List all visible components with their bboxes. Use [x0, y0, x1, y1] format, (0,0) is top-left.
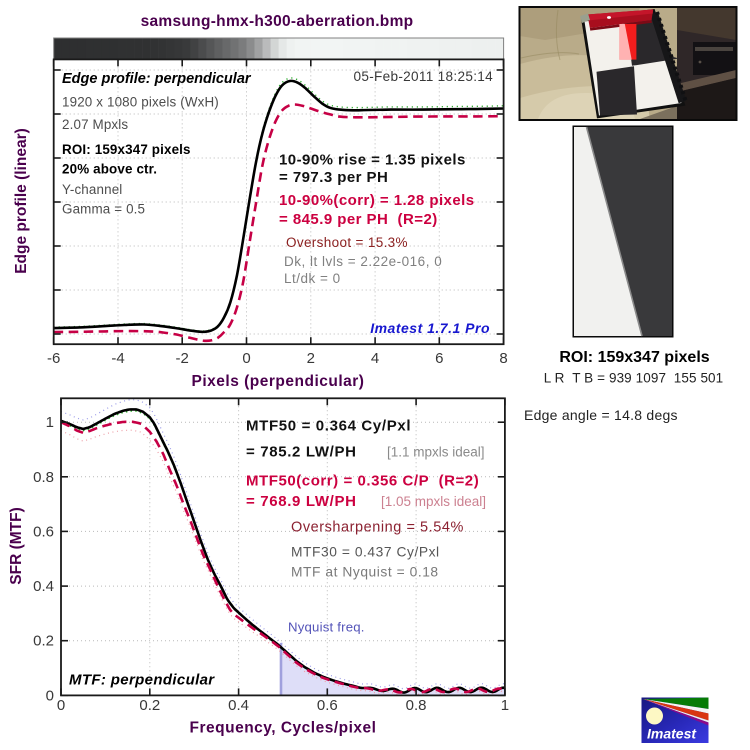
svg-text:Edge profile: perpendicular: Edge profile: perpendicular — [62, 71, 252, 87]
svg-text:0.6: 0.6 — [33, 523, 54, 540]
svg-text:Imatest 1.7.1 Pro: Imatest 1.7.1 Pro — [370, 320, 490, 336]
svg-text:0.6: 0.6 — [317, 697, 338, 714]
svg-text:0.4: 0.4 — [228, 697, 249, 714]
svg-text:Edge profile (linear): Edge profile (linear) — [13, 128, 30, 274]
svg-text:2: 2 — [307, 350, 315, 367]
svg-text:05-Feb-2011 18:25:14: 05-Feb-2011 18:25:14 — [353, 69, 493, 84]
svg-text:0: 0 — [57, 697, 65, 714]
svg-text:MTF50 = 0.364 Cy/Pxl: MTF50 = 0.364 Cy/Pxl — [246, 418, 411, 435]
svg-text:Gamma = 0.5: Gamma = 0.5 — [62, 202, 145, 217]
svg-text:10-90% rise = 1.35 pixels: 10-90% rise = 1.35 pixels — [279, 152, 466, 169]
svg-text:10-90%(corr) = 1.28 pixels: 10-90%(corr) = 1.28 pixels — [279, 192, 475, 209]
svg-text:-6: -6 — [47, 350, 60, 367]
svg-text:MTF30 = 0.437 Cy/Pxl: MTF30 = 0.437 Cy/Pxl — [291, 545, 440, 560]
svg-text:8: 8 — [499, 350, 507, 367]
svg-text:0.4: 0.4 — [33, 578, 54, 595]
svg-text:20% above ctr.: 20% above ctr. — [62, 162, 157, 177]
svg-text:-4: -4 — [111, 350, 124, 367]
svg-text:= 845.9 per PH (R=2): = 845.9 per PH (R=2) — [279, 211, 438, 228]
svg-text:[1.1 mpxls ideal]: [1.1 mpxls ideal] — [387, 445, 485, 460]
svg-text:MTF: perpendicular: MTF: perpendicular — [69, 672, 215, 689]
svg-text:Frequency, Cycles/pixel: Frequency, Cycles/pixel — [190, 720, 377, 737]
svg-text:4: 4 — [371, 350, 379, 367]
svg-text:ROI: 159x347 pixels: ROI: 159x347 pixels — [559, 349, 709, 366]
svg-text:= 797.3 per PH: = 797.3 per PH — [279, 169, 388, 186]
svg-text:Edge angle = 14.8 degs: Edge angle = 14.8 degs — [524, 407, 678, 423]
svg-text:0.8: 0.8 — [406, 697, 427, 714]
svg-text:6: 6 — [435, 350, 443, 367]
svg-text:1: 1 — [46, 414, 54, 431]
svg-text:Nyquist freq.: Nyquist freq. — [288, 620, 365, 635]
svg-text:MTF50(corr) = 0.356 C/P (R=2): MTF50(corr) = 0.356 C/P (R=2) — [246, 473, 479, 490]
svg-text:MTF at Nyquist = 0.18: MTF at Nyquist = 0.18 — [291, 565, 439, 580]
svg-text:0.2: 0.2 — [139, 697, 160, 714]
svg-text:[1.05 mpxls ideal]: [1.05 mpxls ideal] — [381, 494, 486, 509]
svg-text:SFR (MTF): SFR (MTF) — [8, 507, 25, 584]
svg-text:Y-channel: Y-channel — [62, 182, 122, 197]
svg-text:2.07 Mpxls: 2.07 Mpxls — [62, 117, 128, 132]
svg-text:1920 x 1080 pixels (WxH): 1920 x 1080 pixels (WxH) — [62, 95, 219, 110]
svg-text:L R T B = 939 1097 155 501: L R T B = 939 1097 155 501 — [544, 371, 724, 386]
svg-text:Pixels (perpendicular): Pixels (perpendicular) — [192, 373, 365, 390]
svg-text:0: 0 — [242, 350, 250, 367]
svg-text:1: 1 — [501, 697, 509, 714]
svg-text:Overshoot = 15.3%: Overshoot = 15.3% — [286, 235, 408, 250]
svg-text:Imatest: Imatest — [647, 726, 697, 742]
svg-text:0.2: 0.2 — [33, 633, 54, 650]
svg-text:0.8: 0.8 — [33, 469, 54, 486]
svg-text:Dk, lt lvls = 2.22e-016, 0: Dk, lt lvls = 2.22e-016, 0 — [284, 254, 442, 269]
svg-text:0: 0 — [46, 687, 54, 704]
svg-text:samsung-hmx-h300-aberration.bm: samsung-hmx-h300-aberration.bmp — [141, 13, 414, 30]
svg-text:= 785.2 LW/PH: = 785.2 LW/PH — [246, 444, 357, 461]
svg-text:Oversharpening = 5.54%: Oversharpening = 5.54% — [291, 520, 464, 536]
svg-text:-2: -2 — [176, 350, 189, 367]
svg-text:ROI: 159x347 pixels: ROI: 159x347 pixels — [62, 142, 191, 157]
svg-text:Lt/dk = 0: Lt/dk = 0 — [284, 271, 341, 286]
svg-text:= 768.9 LW/PH: = 768.9 LW/PH — [246, 493, 357, 510]
